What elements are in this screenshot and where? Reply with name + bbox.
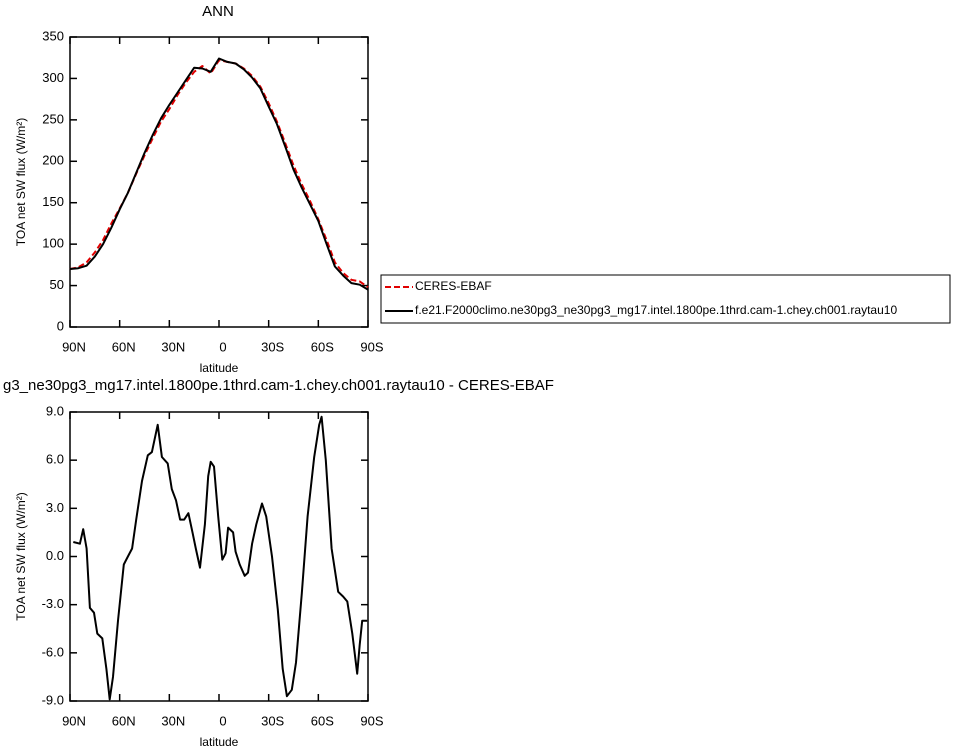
x-tick-label: 60S — [311, 339, 334, 354]
x-tick-label: 30S — [261, 713, 284, 728]
y-tick-label: 250 — [42, 111, 64, 126]
y-tick-label: 300 — [42, 70, 64, 85]
x-tick-label: 90N — [62, 713, 86, 728]
y-axis-label: TOA net SW flux (W/m²) — [14, 118, 28, 246]
legend-label: f.e21.F2000climo.ne30pg3_ne30pg3_mg17.in… — [415, 303, 897, 317]
x-tick-label: 0 — [219, 713, 226, 728]
y-tick-label: 350 — [42, 28, 64, 43]
chart-title: g3_ne30pg3_mg17.intel.1800pe.1thrd.cam-1… — [3, 377, 554, 394]
y-tick-label: 100 — [42, 236, 64, 251]
x-tick-label: 90S — [360, 713, 383, 728]
plot-frame — [69, 36, 369, 328]
x-axis-label: latitude — [200, 735, 239, 749]
chart-title: ANN — [202, 3, 234, 20]
x-tick-label: 30N — [161, 713, 185, 728]
x-tick-label: 60N — [112, 339, 136, 354]
legend-label: CERES-EBAF — [415, 279, 492, 293]
x-tick-label: 30N — [161, 339, 185, 354]
y-tick-label: 0 — [57, 318, 64, 333]
data-line — [69, 57, 369, 291]
y-axis-label: TOA net SW flux (W/m²) — [14, 492, 28, 620]
legend-box — [380, 274, 951, 324]
y-tick-label: 3.0 — [46, 500, 64, 515]
y-tick-label: -3.0 — [42, 596, 64, 611]
y-tick-label: -9.0 — [42, 692, 64, 707]
y-tick-label: -6.0 — [42, 644, 64, 659]
x-tick-label: 90N — [62, 339, 86, 354]
data-line — [69, 59, 369, 289]
y-tick-label: 50 — [50, 277, 64, 292]
y-tick-label: 6.0 — [46, 452, 64, 467]
x-tick-label: 60S — [311, 713, 334, 728]
data-line — [73, 415, 368, 701]
x-tick-label: 0 — [219, 339, 226, 354]
x-tick-label: 30S — [261, 339, 284, 354]
x-axis-label: latitude — [200, 361, 239, 375]
y-tick-label: 9.0 — [46, 403, 64, 418]
y-tick-label: 150 — [42, 194, 64, 209]
x-tick-label: 60N — [112, 713, 136, 728]
x-tick-label: 90S — [360, 339, 383, 354]
y-tick-label: 0.0 — [46, 548, 64, 563]
y-tick-label: 200 — [42, 153, 64, 168]
